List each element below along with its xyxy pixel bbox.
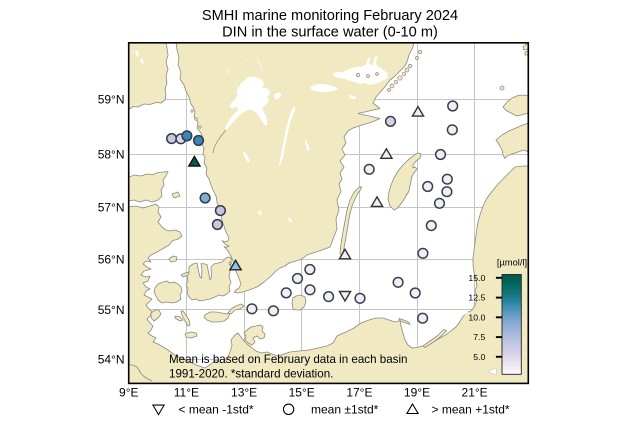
svg-text:11°E: 11°E <box>174 386 199 400</box>
svg-text:58°N: 58°N <box>98 147 125 161</box>
svg-text:5.0: 5.0 <box>473 352 485 362</box>
svg-text:15°E: 15°E <box>289 386 315 400</box>
svg-text:1991-2020. *standard deviation: 1991-2020. *standard deviation. <box>169 367 333 380</box>
svg-text:55°N: 55°N <box>98 303 125 317</box>
svg-text:19°E: 19°E <box>404 386 430 400</box>
svg-text:54°N: 54°N <box>98 352 125 366</box>
svg-text:15.0: 15.0 <box>468 273 485 283</box>
svg-text:> mean +1std*: > mean +1std* <box>432 403 510 417</box>
svg-text:59°N: 59°N <box>98 93 125 107</box>
svg-text:17°E: 17°E <box>346 386 372 400</box>
svg-text:DIN in the surface water (0-10: DIN in the surface water (0-10 m) <box>222 24 438 40</box>
svg-text:mean ±1std*: mean ±1std* <box>311 403 379 417</box>
svg-text:13°E: 13°E <box>231 386 257 400</box>
svg-text:56°N: 56°N <box>98 253 125 267</box>
svg-text:12.5: 12.5 <box>468 293 485 303</box>
svg-text:Mean is based on February data: Mean is based on February data in each b… <box>169 353 407 366</box>
svg-text:7.5: 7.5 <box>473 332 485 342</box>
svg-text:21°E: 21°E <box>462 386 488 400</box>
svg-text:SMHI marine monitoring Februar: SMHI marine monitoring February 2024 <box>202 8 458 24</box>
svg-text:10.0: 10.0 <box>468 312 485 322</box>
svg-text:9°E: 9°E <box>119 386 138 400</box>
svg-text:57°N: 57°N <box>98 201 125 215</box>
svg-text:[µmol/l]: [µmol/l] <box>497 258 527 268</box>
svg-text:< mean -1std*: < mean -1std* <box>179 403 254 417</box>
